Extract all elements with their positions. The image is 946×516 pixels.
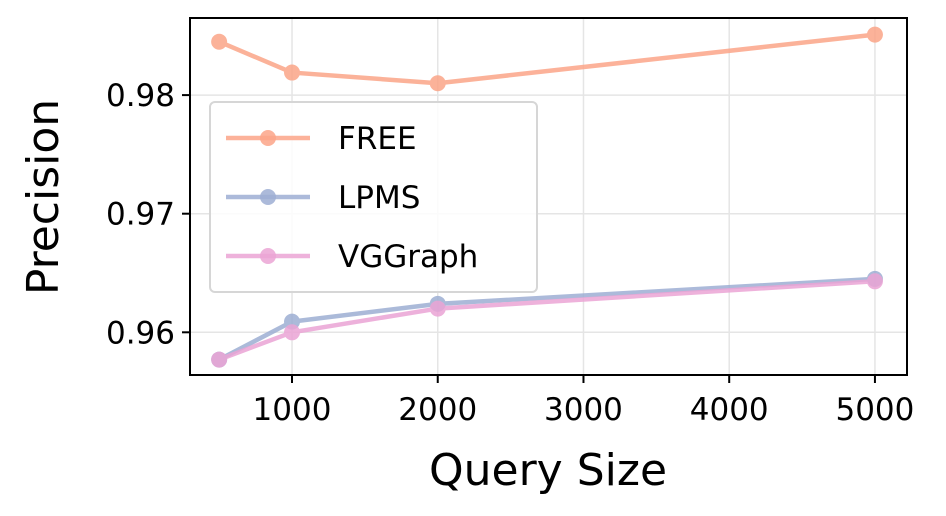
legend: FREE LPMS VGGraph <box>209 101 538 293</box>
y-axis: 0.96 0.97 0.98 <box>106 78 190 351</box>
series-vggraph <box>211 273 883 368</box>
data-point-vggraph <box>429 300 446 317</box>
y-tick-label: 0.96 <box>106 315 175 351</box>
legend-label: FREE <box>338 121 417 157</box>
x-tick-label: 2000 <box>398 392 477 428</box>
legend-marker <box>260 189 276 205</box>
x-tick-label: 5000 <box>835 392 914 428</box>
series-group <box>211 26 883 368</box>
series-line-free <box>218 32 876 86</box>
y-tick-label: 0.97 <box>106 197 175 233</box>
data-point-free <box>284 64 301 81</box>
series-free <box>211 26 883 92</box>
data-point-vggraph <box>284 324 301 341</box>
data-point-free <box>211 33 228 50</box>
plot-frame <box>189 17 908 376</box>
x-tick-label: 4000 <box>690 392 769 428</box>
legend-item-free: FREE <box>226 121 417 157</box>
legend-marker <box>260 130 276 146</box>
legend-box <box>209 101 538 293</box>
y-tick-label: 0.98 <box>106 78 175 114</box>
data-point-vggraph <box>211 351 228 368</box>
legend-label: VGGraph <box>338 239 478 275</box>
series-line-lpms <box>218 276 876 362</box>
x-axis: 1000 2000 3000 4000 5000 <box>253 375 914 428</box>
data-point-vggraph <box>866 273 883 290</box>
data-point-free <box>866 26 883 43</box>
legend-marker <box>260 248 276 264</box>
series-line-vggraph <box>218 279 876 362</box>
legend-item-lpms: LPMS <box>226 180 420 216</box>
x-tick-label: 3000 <box>544 392 623 428</box>
legend-label: LPMS <box>338 180 420 216</box>
legend-item-vggraph: VGGraph <box>226 239 478 275</box>
x-tick-label: 1000 <box>253 392 332 428</box>
x-axis-label: Query Size <box>429 445 667 496</box>
y-axis-label: Precision <box>18 99 69 295</box>
data-point-free <box>429 75 446 92</box>
